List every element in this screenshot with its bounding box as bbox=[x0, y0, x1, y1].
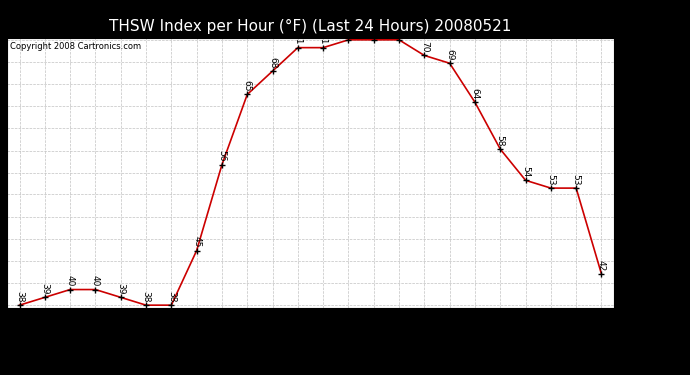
Text: 39: 39 bbox=[40, 283, 50, 295]
Text: 40: 40 bbox=[66, 275, 75, 287]
Text: 56: 56 bbox=[217, 150, 226, 162]
Text: 71: 71 bbox=[293, 33, 302, 45]
Text: 68: 68 bbox=[268, 57, 277, 68]
Text: 71: 71 bbox=[319, 33, 328, 45]
Text: 38: 38 bbox=[141, 291, 150, 302]
Text: 38: 38 bbox=[15, 291, 24, 302]
Text: 39: 39 bbox=[116, 283, 126, 295]
Text: 53: 53 bbox=[571, 174, 581, 185]
Text: 69: 69 bbox=[445, 49, 454, 60]
Text: 40: 40 bbox=[91, 275, 100, 287]
Text: 42: 42 bbox=[597, 260, 606, 271]
Text: 53: 53 bbox=[546, 174, 555, 185]
Text: 58: 58 bbox=[495, 135, 505, 146]
Text: 65: 65 bbox=[243, 80, 252, 92]
Text: Copyright 2008 Cartronics.com: Copyright 2008 Cartronics.com bbox=[10, 42, 141, 51]
Text: 64: 64 bbox=[471, 88, 480, 99]
Text: 72: 72 bbox=[395, 26, 404, 37]
Text: 72: 72 bbox=[344, 26, 353, 37]
Text: THSW Index per Hour (°F) (Last 24 Hours) 20080521: THSW Index per Hour (°F) (Last 24 Hours)… bbox=[109, 19, 512, 34]
Text: 38: 38 bbox=[167, 291, 176, 302]
Text: 54: 54 bbox=[521, 166, 530, 177]
Text: 72: 72 bbox=[369, 26, 378, 37]
Text: 45: 45 bbox=[192, 236, 201, 248]
Text: 70: 70 bbox=[420, 41, 429, 53]
